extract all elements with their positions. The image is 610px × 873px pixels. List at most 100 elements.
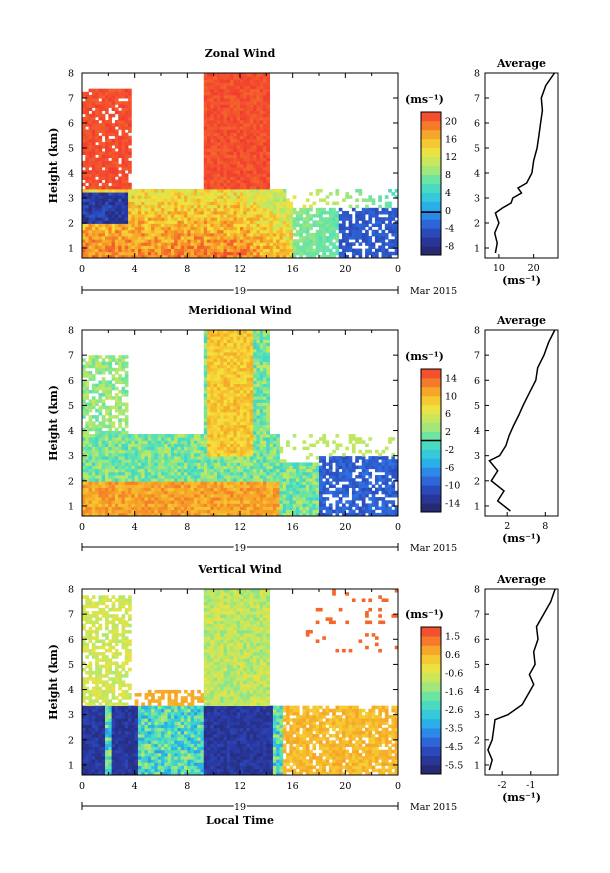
heatmap-cell <box>88 204 93 209</box>
heatmap-cell <box>121 393 126 397</box>
heatmap-cell <box>174 245 178 249</box>
heatmap-cell <box>187 220 192 224</box>
heatmap-cell <box>98 254 103 259</box>
heatmap-cell <box>174 475 178 479</box>
heatmap-cell <box>128 487 132 492</box>
heatmap-cell <box>263 151 267 155</box>
heatmap-cell <box>226 437 231 441</box>
heatmap-cell <box>207 104 211 108</box>
heatmap-cell <box>220 427 224 432</box>
heatmap-cell <box>85 509 89 514</box>
heatmap-cell <box>220 367 224 372</box>
heatmap-cell <box>243 232 247 237</box>
heatmap-cell <box>207 98 211 102</box>
heatmap-cell <box>269 217 274 221</box>
heatmap-cell <box>118 176 122 181</box>
heatmap-cell <box>161 506 165 511</box>
heatmap-cell <box>203 459 208 463</box>
avg-y-tick-label: 7 <box>474 94 480 105</box>
heatmap-cell <box>391 214 396 218</box>
heatmap-cell <box>233 500 238 504</box>
heatmap-cell <box>240 220 244 224</box>
heatmap-cell <box>246 182 251 187</box>
heatmap-cell <box>88 242 93 246</box>
heatmap-cell <box>207 402 211 407</box>
heatmap-cell <box>302 210 307 215</box>
heatmap-cell <box>177 500 182 504</box>
heatmap-cell <box>233 113 238 118</box>
heatmap-cell <box>207 160 211 165</box>
heatmap-cell <box>259 176 264 181</box>
heatmap-cell <box>286 198 290 202</box>
heatmap-cell <box>226 475 231 479</box>
heatmap-cell <box>98 116 103 121</box>
heatmap-cell <box>223 107 228 112</box>
heatmap-cell <box>223 123 228 127</box>
heatmap-cell <box>98 440 103 444</box>
heatmap-cell <box>243 82 247 86</box>
heatmap-cell <box>226 456 231 460</box>
heatmap-cell <box>256 126 261 130</box>
heatmap-cell <box>226 116 231 121</box>
heatmap-cell <box>253 189 257 193</box>
heatmap-cell <box>137 204 142 209</box>
heatmap-cell <box>230 430 234 435</box>
heatmap-cell <box>137 465 142 470</box>
heatmap-cell <box>170 452 175 457</box>
heatmap-cell <box>246 132 251 137</box>
heatmap-cell <box>190 207 195 212</box>
heatmap-cell <box>272 232 277 237</box>
heatmap-cell <box>223 85 228 90</box>
heatmap-cell <box>226 370 231 375</box>
heatmap-cell <box>108 101 113 105</box>
heatmap-cell <box>85 493 89 498</box>
heatmap-cell <box>177 236 182 240</box>
heatmap-cell <box>226 107 231 112</box>
heatmap-cell <box>164 465 168 470</box>
heatmap-cell <box>190 239 195 243</box>
heatmap-cell <box>98 189 103 193</box>
heatmap-cell <box>177 490 182 495</box>
heatmap-cell <box>312 239 317 243</box>
heatmap-cell <box>200 484 205 489</box>
heatmap-cell <box>210 452 215 457</box>
heatmap-cell <box>236 207 241 212</box>
heatmap-cell <box>361 217 366 221</box>
heatmap-cell <box>101 506 106 511</box>
heatmap-cell <box>154 254 159 259</box>
heatmap-cell <box>144 459 149 463</box>
heatmap-cell <box>203 345 208 350</box>
heatmap-cell <box>249 207 254 212</box>
heatmap-cell <box>203 232 208 237</box>
heatmap-cell <box>101 367 106 372</box>
heatmap-cell <box>187 229 192 234</box>
heatmap-cell <box>164 254 168 259</box>
heatmap-cell <box>121 245 126 249</box>
heatmap-cell <box>144 487 149 492</box>
heatmap-cell <box>151 509 155 514</box>
heatmap-cell <box>200 487 205 492</box>
heatmap-cell <box>108 465 113 470</box>
heatmap-cell <box>210 182 215 187</box>
heatmap-cell <box>141 506 145 511</box>
heatmap-cell <box>128 490 132 495</box>
heatmap-cell <box>272 229 277 234</box>
heatmap-cell <box>233 226 238 231</box>
heatmap-cell <box>213 204 218 209</box>
heatmap-cell <box>180 192 185 196</box>
heatmap-cell <box>121 110 126 115</box>
heatmap-cell <box>246 214 251 218</box>
heatmap-cell <box>279 245 284 249</box>
heatmap-cell <box>187 201 192 206</box>
heatmap-cell <box>82 204 86 209</box>
heatmap-cell <box>223 129 228 133</box>
heatmap-cell <box>223 336 228 340</box>
heatmap-cell <box>101 418 106 422</box>
heatmap-cell <box>378 248 382 253</box>
heatmap-cell <box>85 91 89 96</box>
heatmap-cell <box>236 509 241 514</box>
heatmap-cell <box>305 226 310 231</box>
heatmap-cell <box>167 201 172 206</box>
heatmap-cell <box>361 207 366 212</box>
heatmap-cell <box>216 446 221 451</box>
